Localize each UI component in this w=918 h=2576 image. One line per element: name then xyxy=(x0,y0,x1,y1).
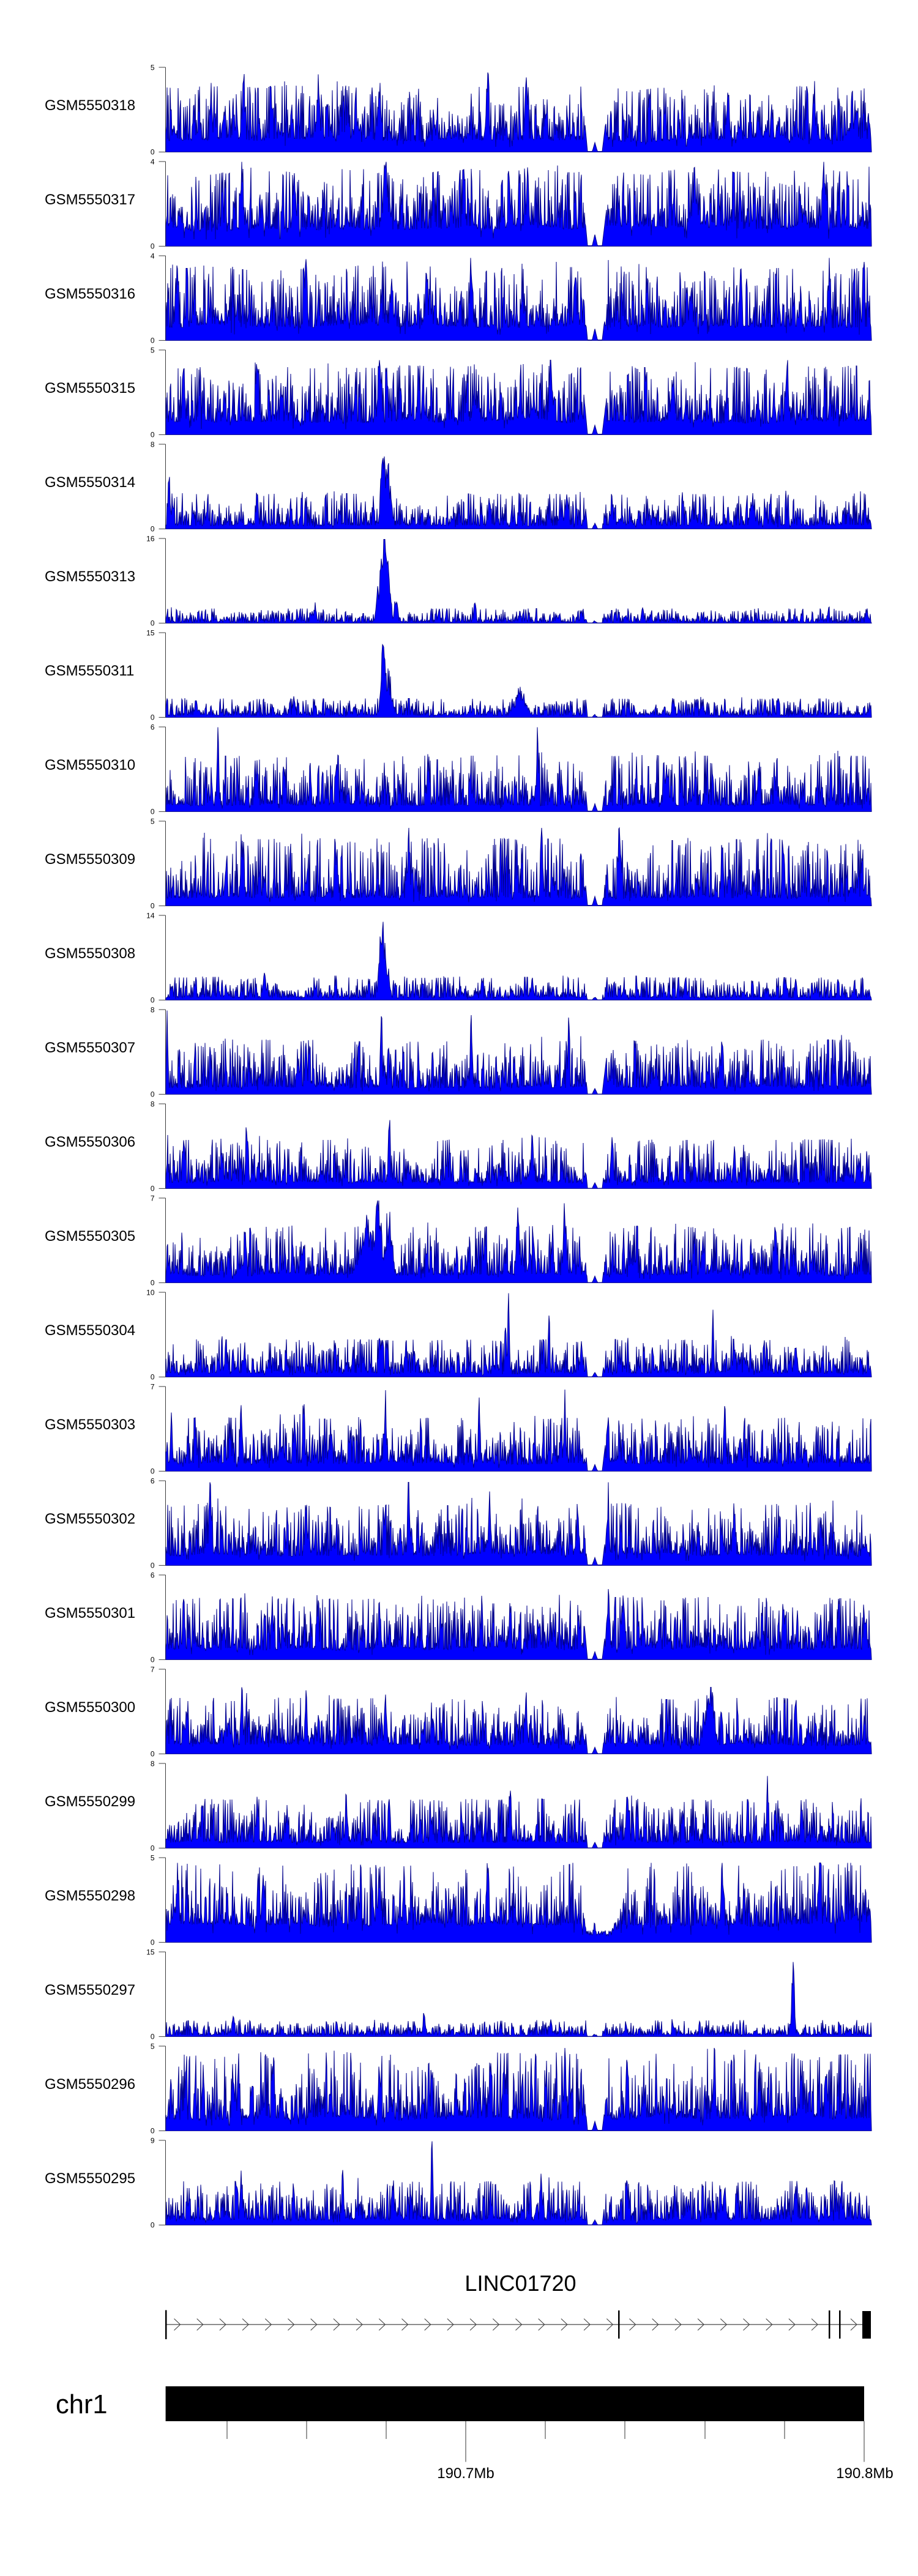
svg-text:GSM5550305: GSM5550305 xyxy=(45,1228,135,1245)
svg-text:GSM5550295: GSM5550295 xyxy=(45,2170,135,2187)
svg-text:8: 8 xyxy=(151,1005,155,1014)
svg-text:LINC01720: LINC01720 xyxy=(465,2271,576,2296)
svg-text:0: 0 xyxy=(151,1279,155,1287)
svg-text:5: 5 xyxy=(151,63,155,72)
svg-text:GSM5550298: GSM5550298 xyxy=(45,1888,135,1904)
svg-text:GSM5550309: GSM5550309 xyxy=(45,851,135,868)
svg-text:GSM5550297: GSM5550297 xyxy=(45,1982,135,1998)
svg-text:GSM5550300: GSM5550300 xyxy=(45,1699,135,1716)
svg-text:8: 8 xyxy=(151,1759,155,1768)
svg-text:GSM5550311: GSM5550311 xyxy=(45,663,134,679)
svg-text:GSM5550299: GSM5550299 xyxy=(45,1793,135,1810)
svg-text:0: 0 xyxy=(151,1844,155,1853)
svg-text:7: 7 xyxy=(151,1194,155,1202)
svg-text:6: 6 xyxy=(151,1476,155,1485)
svg-text:GSM5550310: GSM5550310 xyxy=(45,757,135,773)
svg-text:0: 0 xyxy=(151,242,155,251)
svg-text:GSM5550318: GSM5550318 xyxy=(45,97,135,114)
svg-text:5: 5 xyxy=(151,2042,155,2050)
svg-text:5: 5 xyxy=(151,817,155,825)
svg-text:0: 0 xyxy=(151,1938,155,1947)
svg-text:5: 5 xyxy=(151,1853,155,1862)
svg-text:GSM5550313: GSM5550313 xyxy=(45,568,135,585)
svg-text:7: 7 xyxy=(151,1665,155,1673)
svg-text:0: 0 xyxy=(151,1185,155,1193)
svg-text:4: 4 xyxy=(151,157,155,166)
svg-text:0: 0 xyxy=(151,2127,155,2135)
svg-text:15: 15 xyxy=(146,628,155,637)
svg-text:0: 0 xyxy=(151,902,155,910)
svg-text:14: 14 xyxy=(146,911,155,920)
svg-text:0: 0 xyxy=(151,337,155,345)
svg-text:GSM5550308: GSM5550308 xyxy=(45,945,135,962)
svg-text:0: 0 xyxy=(151,2033,155,2041)
svg-text:GSM5550301: GSM5550301 xyxy=(45,1605,135,1621)
svg-text:GSM5550296: GSM5550296 xyxy=(45,2076,135,2093)
svg-text:0: 0 xyxy=(151,1750,155,1759)
svg-text:0: 0 xyxy=(151,2221,155,2230)
svg-text:0: 0 xyxy=(151,1373,155,1382)
svg-text:5: 5 xyxy=(151,346,155,354)
svg-text:6: 6 xyxy=(151,1571,155,1579)
svg-text:15: 15 xyxy=(146,1948,155,1956)
svg-text:190.8Mb: 190.8Mb xyxy=(836,2465,893,2482)
svg-text:10: 10 xyxy=(146,1288,155,1297)
svg-text:0: 0 xyxy=(151,996,155,1005)
svg-text:GSM5550307: GSM5550307 xyxy=(45,1040,135,1056)
svg-text:0: 0 xyxy=(151,1562,155,1570)
svg-text:0: 0 xyxy=(151,148,155,157)
svg-text:0: 0 xyxy=(151,525,155,534)
svg-text:7: 7 xyxy=(151,1382,155,1391)
svg-text:0: 0 xyxy=(151,431,155,439)
svg-text:GSM5550303: GSM5550303 xyxy=(45,1416,135,1433)
svg-text:GSM5550316: GSM5550316 xyxy=(45,286,135,302)
svg-text:4: 4 xyxy=(151,251,155,260)
svg-text:0: 0 xyxy=(151,619,155,628)
svg-text:GSM5550317: GSM5550317 xyxy=(45,192,135,208)
svg-text:9: 9 xyxy=(151,2136,155,2145)
svg-text:8: 8 xyxy=(151,1100,155,1108)
svg-text:chr1: chr1 xyxy=(56,2390,108,2419)
svg-text:6: 6 xyxy=(151,723,155,731)
svg-text:190.7Mb: 190.7Mb xyxy=(437,2465,494,2482)
svg-text:GSM5550315: GSM5550315 xyxy=(45,380,135,396)
svg-text:0: 0 xyxy=(151,1467,155,1476)
svg-text:GSM5550304: GSM5550304 xyxy=(45,1322,135,1339)
svg-text:GSM5550306: GSM5550306 xyxy=(45,1134,135,1150)
svg-text:GSM5550314: GSM5550314 xyxy=(45,474,135,491)
svg-text:0: 0 xyxy=(151,808,155,816)
svg-text:0: 0 xyxy=(151,1656,155,1664)
svg-text:0: 0 xyxy=(151,1090,155,1099)
svg-text:0: 0 xyxy=(151,713,155,722)
svg-text:16: 16 xyxy=(146,534,155,543)
svg-text:8: 8 xyxy=(151,440,155,449)
svg-text:GSM5550302: GSM5550302 xyxy=(45,1511,135,1527)
